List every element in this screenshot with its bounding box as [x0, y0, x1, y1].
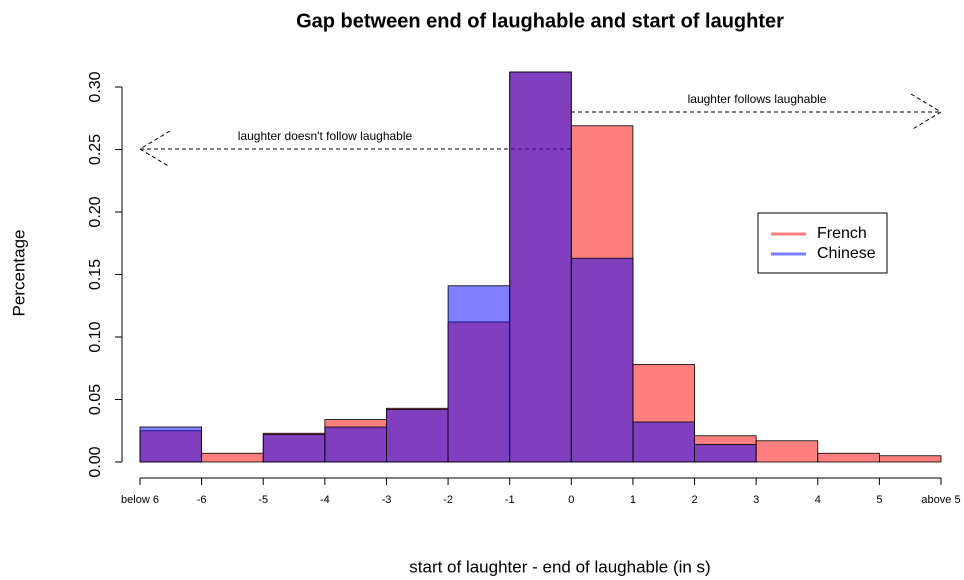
bar [694, 444, 757, 463]
arrow-head [910, 93, 942, 131]
arrow-head [139, 130, 171, 168]
legend-label: Chinese [817, 245, 876, 262]
x-tick-label: 3 [753, 494, 759, 506]
y-tick-label: 0.20 [87, 196, 104, 227]
y-tick-label: 0.00 [87, 446, 104, 477]
annotations [139, 93, 942, 168]
chart-title: Gap between end of laughable and start o… [296, 10, 784, 32]
bar [386, 409, 449, 463]
bar [262, 434, 326, 463]
x-tick-label: -1 [505, 494, 515, 506]
y-axis-label: Percentage [9, 230, 28, 317]
bar [447, 285, 511, 463]
bar [201, 452, 264, 463]
y-tick-label: 0.25 [87, 134, 104, 165]
annotation: laughter doesn't follow laughable [238, 129, 413, 143]
x-tick-label: below 6 [121, 494, 159, 506]
bar [632, 421, 695, 463]
x-tick-label: -2 [443, 494, 453, 506]
x-tick-label: 4 [815, 494, 821, 506]
bar [755, 440, 819, 463]
y-tick-label: 0.30 [87, 71, 104, 102]
x-tick-label: above 5 [921, 494, 960, 506]
y-tick-label: 0.15 [87, 259, 104, 290]
x-tick-label: 2 [691, 494, 697, 506]
x-tick-label: -4 [320, 494, 330, 506]
x-tick-label: 1 [630, 494, 636, 506]
legend-box [757, 212, 888, 274]
x-tick-label: 5 [876, 494, 882, 506]
x-tick-label: -6 [197, 494, 207, 506]
bar [139, 426, 203, 463]
y-tick-label: 0.05 [87, 384, 104, 415]
annotation: laughter follows laughable [688, 92, 827, 106]
bar [324, 426, 387, 463]
bar [878, 455, 942, 463]
x-tick-label: 0 [568, 494, 574, 506]
x-axis-label: start of laughter - end of laughable (in… [409, 557, 710, 576]
bar [570, 257, 634, 463]
y-tick-label: 0.10 [87, 321, 104, 352]
bar [817, 452, 880, 463]
x-tick-label: -5 [258, 494, 268, 506]
legend-label: French [817, 225, 867, 242]
bar [509, 71, 572, 463]
x-tick-label: -3 [382, 494, 392, 506]
